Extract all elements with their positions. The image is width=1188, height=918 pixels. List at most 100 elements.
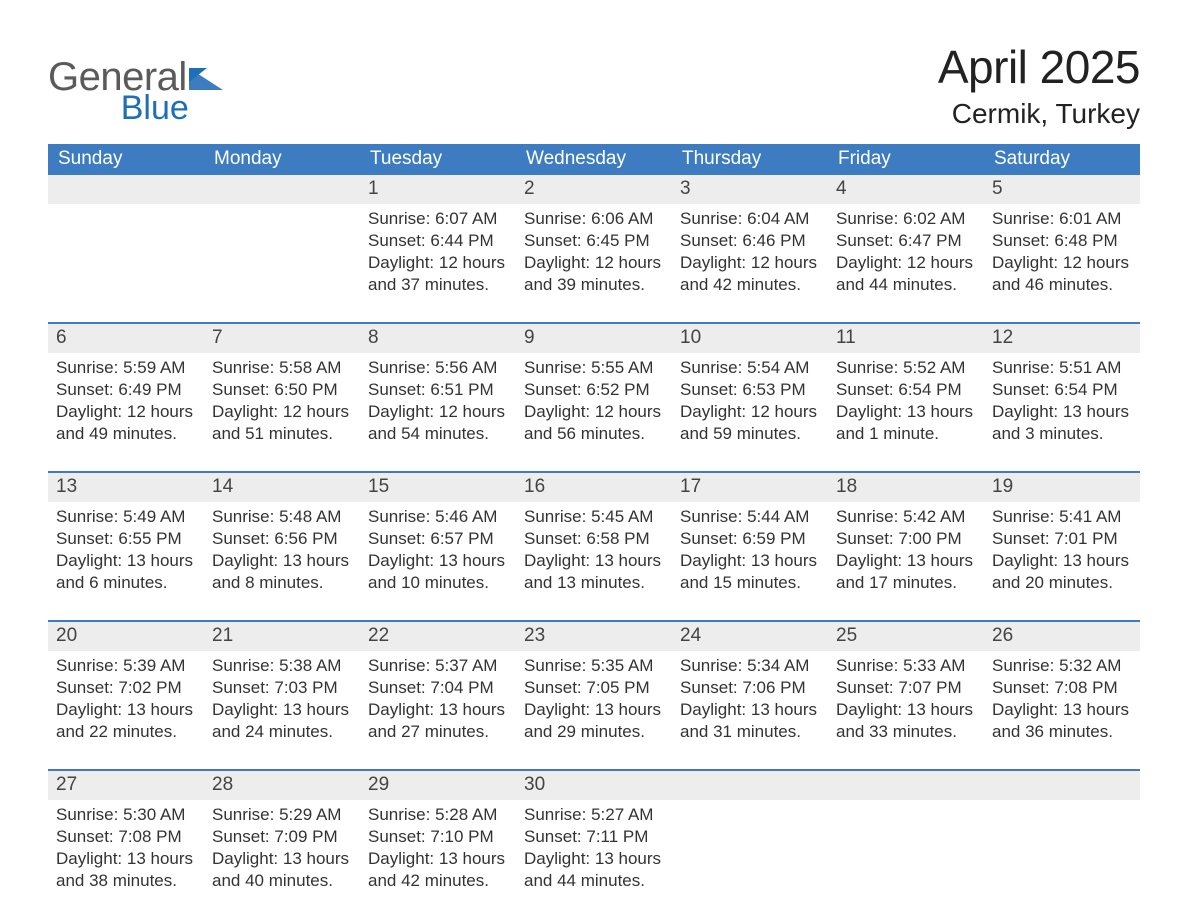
day-number: 14 — [204, 473, 360, 502]
day-number: 22 — [360, 622, 516, 651]
day-cell-27: 27Sunrise: 5:30 AMSunset: 7:08 PMDayligh… — [48, 770, 204, 918]
sunset-line: Sunset: 6:59 PM — [680, 528, 820, 550]
sunrise-line: Sunrise: 5:59 AM — [56, 357, 196, 379]
sunrise-line: Sunrise: 6:04 AM — [680, 208, 820, 230]
day-number — [48, 175, 204, 204]
daylight-line: Daylight: 12 hoursand 46 minutes. — [992, 252, 1132, 296]
month-title: April 2025 — [938, 40, 1140, 94]
sunset-line: Sunset: 6:51 PM — [368, 379, 508, 401]
daylight-line: Daylight: 12 hoursand 51 minutes. — [212, 401, 352, 445]
weekday-friday: Friday — [828, 144, 984, 175]
day-cell-17: 17Sunrise: 5:44 AMSunset: 6:59 PMDayligh… — [672, 472, 828, 621]
day-number: 16 — [516, 473, 672, 502]
daylight-line: Daylight: 12 hoursand 37 minutes. — [368, 252, 508, 296]
daylight-line: Daylight: 13 hoursand 13 minutes. — [524, 550, 664, 594]
sunrise-line: Sunrise: 5:42 AM — [836, 506, 976, 528]
sunset-line: Sunset: 6:47 PM — [836, 230, 976, 252]
day-cell-empty — [48, 175, 204, 323]
day-number: 19 — [984, 473, 1140, 502]
day-cell-3: 3Sunrise: 6:04 AMSunset: 6:46 PMDaylight… — [672, 175, 828, 323]
weekday-saturday: Saturday — [984, 144, 1140, 175]
day-number: 20 — [48, 622, 204, 651]
sunrise-line: Sunrise: 5:28 AM — [368, 804, 508, 826]
sunrise-line: Sunrise: 5:32 AM — [992, 655, 1132, 677]
sunrise-line: Sunrise: 5:49 AM — [56, 506, 196, 528]
daylight-line: Daylight: 13 hoursand 15 minutes. — [680, 550, 820, 594]
sunrise-line: Sunrise: 5:51 AM — [992, 357, 1132, 379]
sunrise-line: Sunrise: 5:54 AM — [680, 357, 820, 379]
location-title: Cermik, Turkey — [938, 98, 1140, 130]
day-number — [204, 175, 360, 204]
day-number: 15 — [360, 473, 516, 502]
calendar-body: 1Sunrise: 6:07 AMSunset: 6:44 PMDaylight… — [48, 175, 1140, 918]
daylight-line: Daylight: 13 hoursand 10 minutes. — [368, 550, 508, 594]
sunrise-line: Sunrise: 5:45 AM — [524, 506, 664, 528]
daylight-line: Daylight: 13 hoursand 38 minutes. — [56, 848, 196, 892]
daylight-line: Daylight: 13 hoursand 22 minutes. — [56, 699, 196, 743]
daylight-line: Daylight: 13 hoursand 31 minutes. — [680, 699, 820, 743]
sunset-line: Sunset: 6:49 PM — [56, 379, 196, 401]
day-cell-1: 1Sunrise: 6:07 AMSunset: 6:44 PMDaylight… — [360, 175, 516, 323]
day-cell-5: 5Sunrise: 6:01 AMSunset: 6:48 PMDaylight… — [984, 175, 1140, 323]
day-cell-14: 14Sunrise: 5:48 AMSunset: 6:56 PMDayligh… — [204, 472, 360, 621]
daylight-line: Daylight: 13 hoursand 24 minutes. — [212, 699, 352, 743]
sunrise-line: Sunrise: 6:06 AM — [524, 208, 664, 230]
day-number: 12 — [984, 324, 1140, 353]
weekday-header-row: SundayMondayTuesdayWednesdayThursdayFrid… — [48, 144, 1140, 175]
day-cell-12: 12Sunrise: 5:51 AMSunset: 6:54 PMDayligh… — [984, 323, 1140, 472]
day-cell-2: 2Sunrise: 6:06 AMSunset: 6:45 PMDaylight… — [516, 175, 672, 323]
calendar-table: SundayMondayTuesdayWednesdayThursdayFrid… — [48, 144, 1140, 918]
day-number — [984, 771, 1140, 800]
sunset-line: Sunset: 7:04 PM — [368, 677, 508, 699]
day-cell-empty — [984, 770, 1140, 918]
day-number: 25 — [828, 622, 984, 651]
sunset-line: Sunset: 6:44 PM — [368, 230, 508, 252]
sunset-line: Sunset: 7:11 PM — [524, 826, 664, 848]
brand-logo: General Blue — [48, 58, 223, 124]
daylight-line: Daylight: 12 hoursand 49 minutes. — [56, 401, 196, 445]
weekday-thursday: Thursday — [672, 144, 828, 175]
sunrise-line: Sunrise: 5:46 AM — [368, 506, 508, 528]
daylight-line: Daylight: 13 hoursand 40 minutes. — [212, 848, 352, 892]
sunset-line: Sunset: 7:08 PM — [56, 826, 196, 848]
day-cell-7: 7Sunrise: 5:58 AMSunset: 6:50 PMDaylight… — [204, 323, 360, 472]
day-number: 5 — [984, 175, 1140, 204]
day-cell-empty — [828, 770, 984, 918]
day-cell-24: 24Sunrise: 5:34 AMSunset: 7:06 PMDayligh… — [672, 621, 828, 770]
sunrise-line: Sunrise: 5:44 AM — [680, 506, 820, 528]
sunrise-line: Sunrise: 5:30 AM — [56, 804, 196, 826]
sunset-line: Sunset: 6:50 PM — [212, 379, 352, 401]
day-number: 9 — [516, 324, 672, 353]
day-number: 18 — [828, 473, 984, 502]
day-cell-30: 30Sunrise: 5:27 AMSunset: 7:11 PMDayligh… — [516, 770, 672, 918]
daylight-line: Daylight: 13 hoursand 27 minutes. — [368, 699, 508, 743]
day-number: 28 — [204, 771, 360, 800]
sunrise-line: Sunrise: 6:01 AM — [992, 208, 1132, 230]
day-cell-23: 23Sunrise: 5:35 AMSunset: 7:05 PMDayligh… — [516, 621, 672, 770]
daylight-line: Daylight: 13 hoursand 44 minutes. — [524, 848, 664, 892]
week-row: 1Sunrise: 6:07 AMSunset: 6:44 PMDaylight… — [48, 175, 1140, 323]
day-number: 7 — [204, 324, 360, 353]
sunrise-line: Sunrise: 6:02 AM — [836, 208, 976, 230]
sunrise-line: Sunrise: 5:29 AM — [212, 804, 352, 826]
sunrise-line: Sunrise: 5:33 AM — [836, 655, 976, 677]
day-cell-empty — [672, 770, 828, 918]
day-cell-21: 21Sunrise: 5:38 AMSunset: 7:03 PMDayligh… — [204, 621, 360, 770]
sunrise-line: Sunrise: 5:48 AM — [212, 506, 352, 528]
sunrise-line: Sunrise: 5:34 AM — [680, 655, 820, 677]
day-cell-16: 16Sunrise: 5:45 AMSunset: 6:58 PMDayligh… — [516, 472, 672, 621]
day-cell-25: 25Sunrise: 5:33 AMSunset: 7:07 PMDayligh… — [828, 621, 984, 770]
sunset-line: Sunset: 6:54 PM — [836, 379, 976, 401]
sunset-line: Sunset: 6:53 PM — [680, 379, 820, 401]
daylight-line: Daylight: 13 hoursand 17 minutes. — [836, 550, 976, 594]
day-cell-19: 19Sunrise: 5:41 AMSunset: 7:01 PMDayligh… — [984, 472, 1140, 621]
week-row: 6Sunrise: 5:59 AMSunset: 6:49 PMDaylight… — [48, 323, 1140, 472]
day-number: 3 — [672, 175, 828, 204]
day-number: 2 — [516, 175, 672, 204]
weekday-monday: Monday — [204, 144, 360, 175]
day-cell-9: 9Sunrise: 5:55 AMSunset: 6:52 PMDaylight… — [516, 323, 672, 472]
sunrise-line: Sunrise: 6:07 AM — [368, 208, 508, 230]
daylight-line: Daylight: 13 hoursand 33 minutes. — [836, 699, 976, 743]
daylight-line: Daylight: 12 hoursand 44 minutes. — [836, 252, 976, 296]
weekday-wednesday: Wednesday — [516, 144, 672, 175]
